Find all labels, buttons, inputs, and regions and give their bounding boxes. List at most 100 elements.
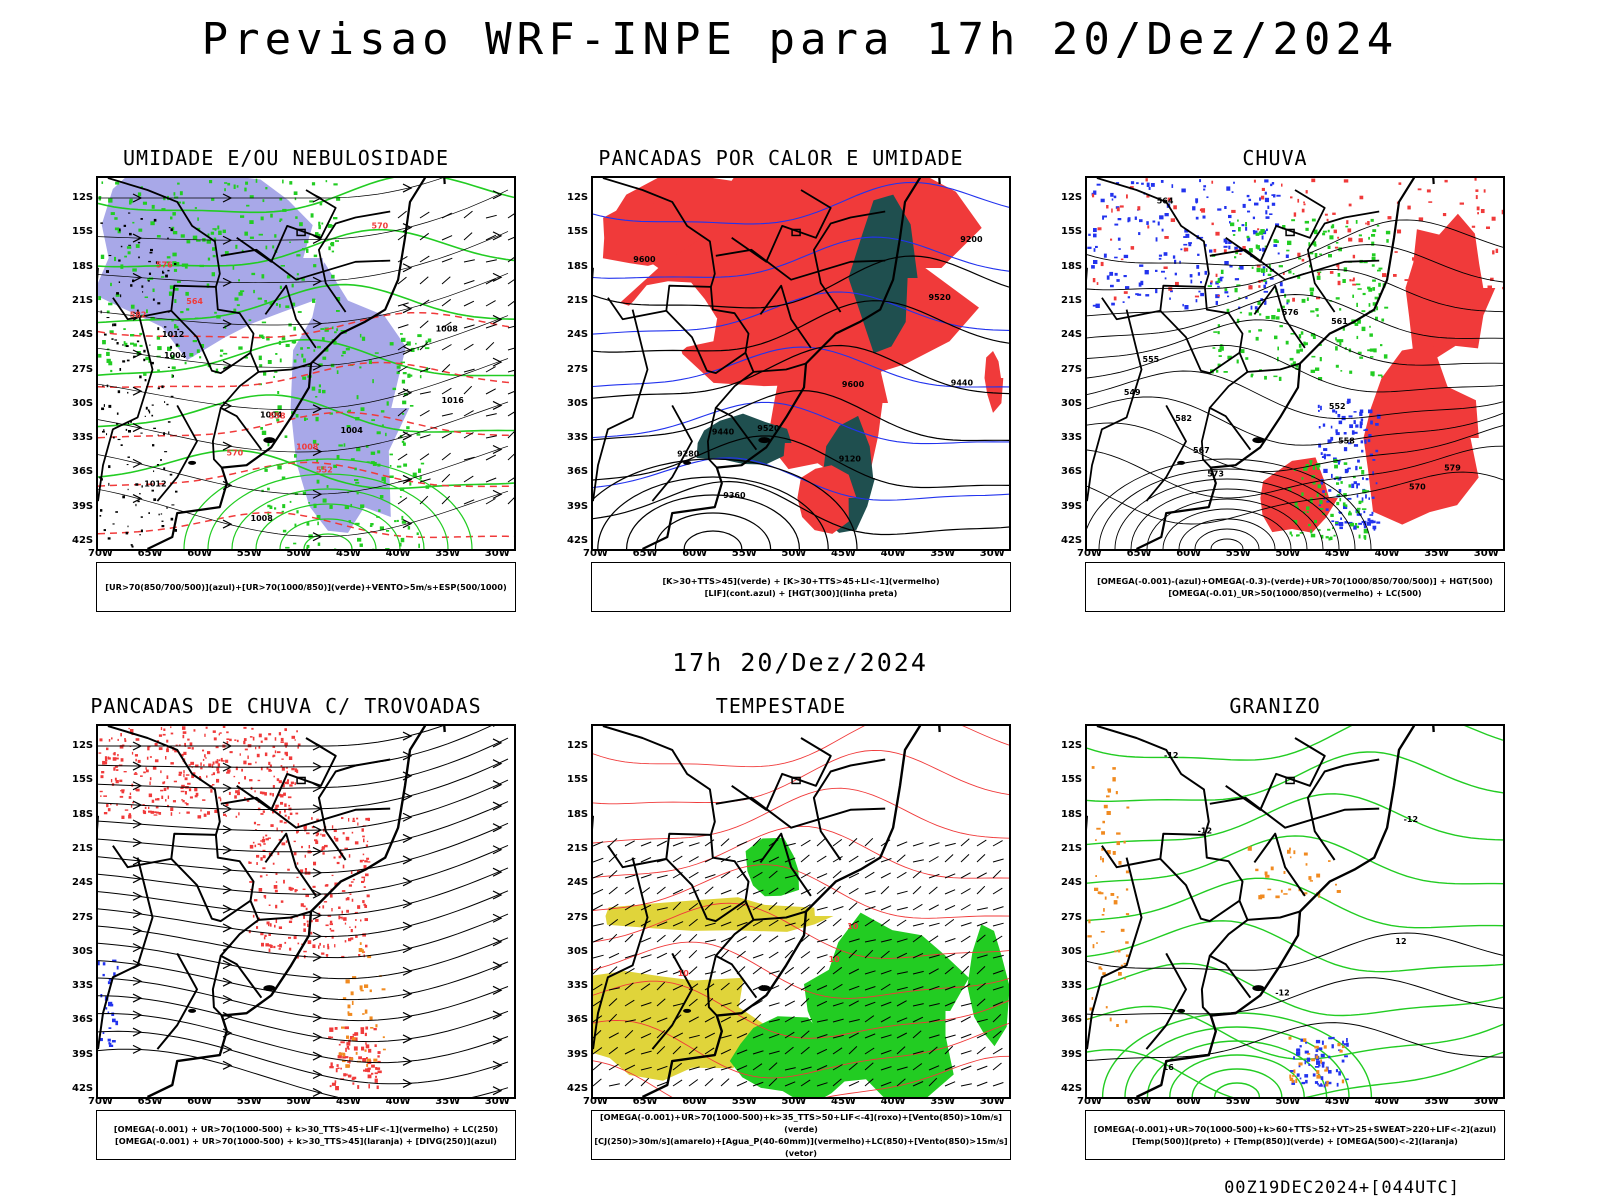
field-speckle: [1283, 871, 1286, 874]
field-speckle: [280, 741, 284, 743]
map-chuva[interactable]: 582 579 576 573 570 567 564 561 558 555 552 549: [1085, 176, 1505, 551]
panel-pancadas-calor[interactable]: PANCADAS POR CALOR E UMIDADE 9600 9520 944…: [551, 146, 1011, 636]
field-speckle: [160, 459, 162, 461]
field-speckle: [336, 861, 340, 865]
contour-line: [593, 300, 1009, 353]
field-speckle: [219, 798, 222, 802]
field-speckle: [303, 923, 306, 926]
field-speckle: [318, 906, 321, 909]
panel-chuva[interactable]: CHUVA 582 579 576 573 570 567 564 561 558 555 552 5…: [1045, 146, 1505, 636]
field-speckle: [1330, 225, 1334, 229]
field-speckle: [1111, 208, 1113, 213]
map-trovoadas[interactable]: [96, 724, 516, 1099]
field-speckle: [1250, 374, 1253, 378]
field-speckle: [135, 244, 140, 248]
field-speckle: [306, 546, 309, 549]
field-speckle: [331, 908, 333, 912]
field-speckle: [346, 425, 351, 428]
field-speckle: [160, 789, 164, 792]
contour-line: [1146, 1040, 1328, 1097]
field-speckle: [136, 340, 140, 343]
wind-vector: [768, 935, 779, 943]
field-speckle: [1328, 1055, 1331, 1059]
field-speckle: [1372, 520, 1376, 524]
field-speckle: [1288, 888, 1292, 891]
wind-vector: [752, 1081, 764, 1087]
panel-tempestade[interactable]: TEMPESTADE 10 10 10 [OMEGA(-0.001)+UR>70(1…: [551, 694, 1011, 1184]
field-speckle: [1237, 219, 1239, 222]
field-speckle: [340, 1067, 342, 1070]
field-speckle: [330, 363, 335, 368]
field-speckle: [1376, 521, 1381, 524]
field-speckle: [293, 840, 296, 843]
contour-line: [1162, 508, 1292, 549]
field-speckle: [1271, 315, 1276, 320]
wind-vector: [832, 839, 843, 847]
field-speckle: [321, 337, 325, 341]
wind-vector: [704, 874, 716, 879]
field-speckle: [1112, 851, 1116, 855]
field-speckle: [1195, 198, 1199, 203]
field-speckle: [1342, 502, 1346, 507]
field-speckle: [366, 1057, 368, 1060]
wind-vector: [912, 952, 924, 959]
panel-granizo[interactable]: GRANIZO -12 -12 -12 -12 16 12 [OMEGA(-0.001)+…: [1045, 694, 1505, 1184]
field-speckle: [1200, 292, 1204, 297]
field-speckle: [389, 465, 392, 467]
field-speckle: [346, 1035, 349, 1039]
field-speckle: [1205, 244, 1207, 247]
wind-vector: [656, 1029, 666, 1039]
field-speckle: [294, 739, 296, 741]
field-speckle: [1216, 369, 1219, 373]
map-pancadas-calor[interactable]: 9600 9520 9440 9360 9280 9200 9120 9600 9520 9440: [591, 176, 1011, 551]
field-speckle: [263, 895, 267, 898]
contour-label: 1016: [442, 396, 465, 405]
field-speckle: [170, 216, 173, 220]
field-speckle: [1111, 198, 1114, 201]
field-speckle: [1318, 504, 1321, 507]
field-speckle: [235, 815, 238, 818]
wind-vector: [848, 838, 858, 847]
wind-vector: [848, 855, 859, 863]
wind-vector: [672, 934, 682, 943]
field-speckle: [148, 806, 150, 810]
panel-umidade[interactable]: UMIDADE E/OU NEBULOSIDADE 1004 1008 1012 10…: [56, 146, 516, 636]
field-speckle: [1313, 229, 1318, 235]
field-speckle: [334, 1027, 338, 1030]
field-speckle: [1314, 1081, 1319, 1084]
map-umidade[interactable]: 1004 1008 1012 1016 1008 1004 1012 1004 1008 576 5…: [96, 176, 516, 551]
map-tempestade[interactable]: 10 10 10: [591, 724, 1011, 1099]
field-speckle: [1134, 216, 1137, 220]
panel-trovoadas[interactable]: PANCADAS DE CHUVA C/ TROVOADAS [OMEGA(-0…: [56, 694, 516, 1184]
field-speckle: [266, 921, 270, 925]
contour-label: 10: [829, 955, 841, 964]
field-speckle: [102, 973, 105, 977]
field-speckle: [1093, 190, 1097, 195]
field-speckle: [1260, 229, 1265, 233]
arrow-head: [132, 272, 143, 283]
map-granizo[interactable]: -12 -12 -12 -12 16 12: [1085, 724, 1505, 1099]
lon-tick-label: 65W: [632, 548, 658, 559]
wind-vector: [912, 903, 923, 911]
field-speckle: [1363, 429, 1366, 431]
field-speckle: [181, 784, 185, 789]
field-speckle: [185, 803, 189, 806]
border-line: [1253, 284, 1306, 349]
field-speckle: [1333, 534, 1336, 537]
field-speckle: [1087, 1018, 1090, 1020]
arrow-head: [132, 233, 143, 243]
field-speckle: [1255, 868, 1259, 872]
field-speckle: [248, 861, 250, 864]
field-speckle: [155, 806, 159, 809]
contour-line: [207, 473, 449, 549]
field-speckle: [1337, 460, 1341, 463]
field-speckle: [1359, 500, 1364, 503]
field-speckle: [1342, 1040, 1344, 1045]
lat-tick-label: 33S: [567, 432, 589, 444]
wind-vector: [992, 858, 1004, 863]
wind-vector: [976, 982, 986, 991]
field-speckle: [276, 751, 281, 754]
wind-vector: [507, 497, 514, 505]
field-speckle: [1310, 333, 1315, 337]
contour-label: 564: [186, 297, 203, 306]
